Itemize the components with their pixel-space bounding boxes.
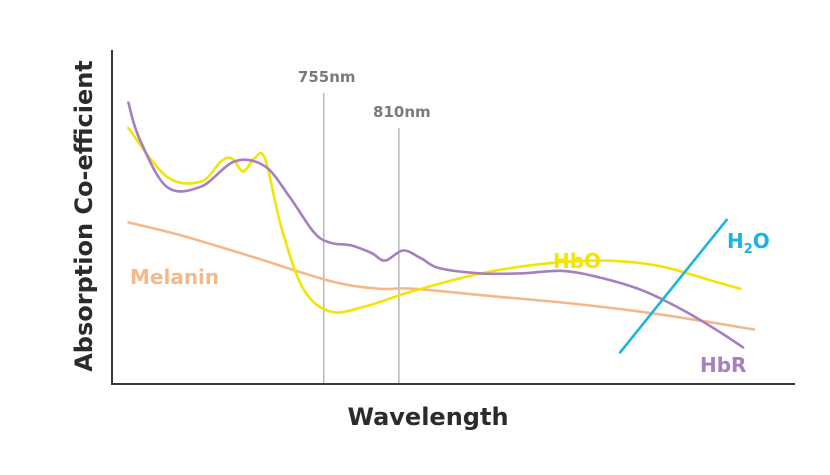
series-label-hbr: HbR	[700, 353, 746, 377]
series-line-melanin	[127, 221, 756, 331]
series-label-h2o: H2O	[727, 229, 770, 257]
marker-label-755nm: 755nm	[298, 68, 356, 86]
series-label-melanin: Melanin	[130, 265, 219, 289]
series-line-hbr	[127, 101, 745, 349]
series-label-hbo: HbO	[553, 249, 601, 273]
marker-label-810nm: 810nm	[373, 103, 431, 121]
series-line-hbo	[127, 126, 742, 314]
x-axis-title: Wavelength	[347, 403, 508, 431]
y-axis-title: Absorption Co-efficient	[70, 60, 98, 372]
series-line-h2o	[618, 218, 728, 354]
